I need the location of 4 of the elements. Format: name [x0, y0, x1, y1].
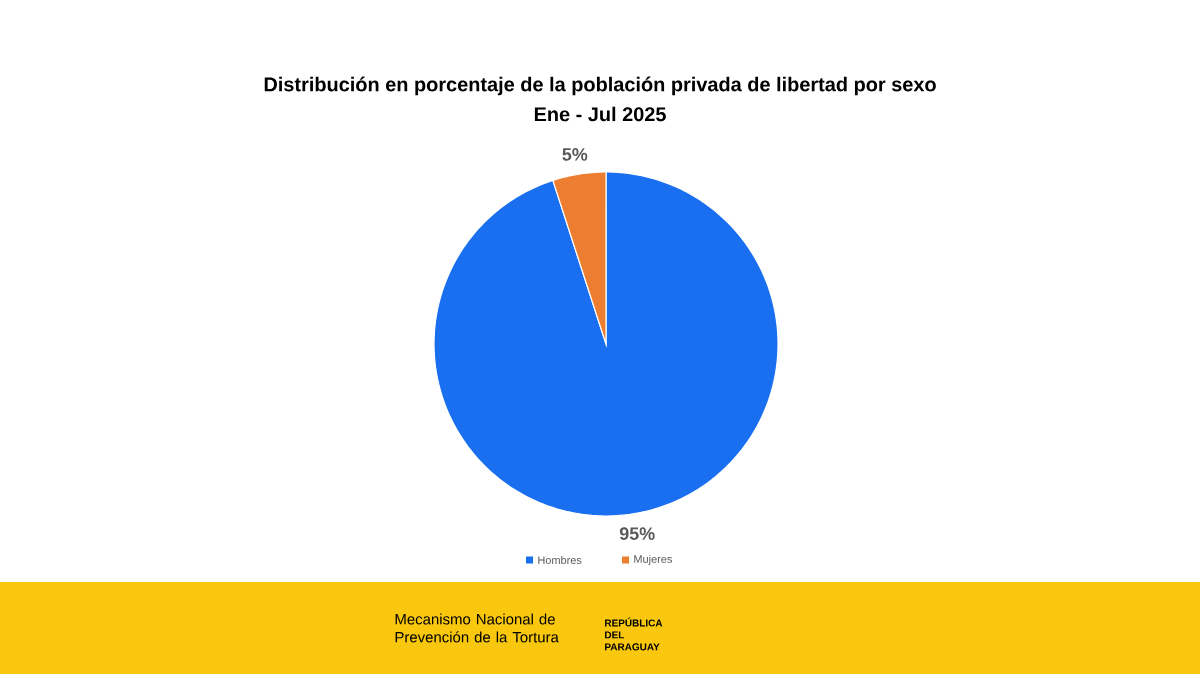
- data-label: 5%: [562, 148, 588, 161]
- data-label: 95%: [619, 527, 655, 540]
- chart-title: Distribución en porcentaje de la población privada de libertad por sexo: [264, 76, 936, 96]
- chart-subtitle: Ene - Jul 2025: [534, 106, 666, 122]
